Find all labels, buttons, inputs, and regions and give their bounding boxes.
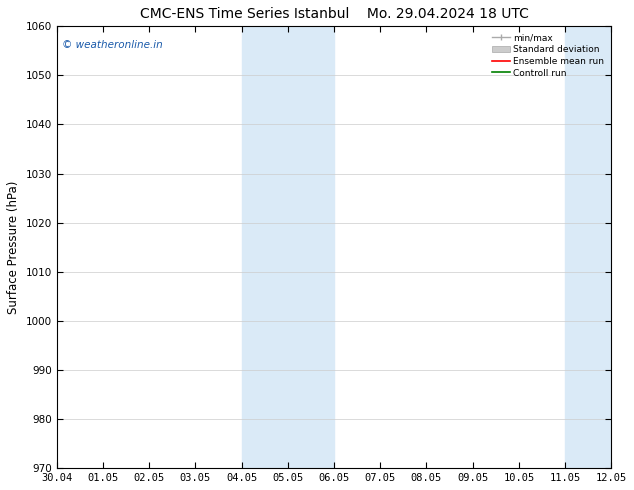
Title: CMC-ENS Time Series Istanbul    Mo. 29.04.2024 18 UTC: CMC-ENS Time Series Istanbul Mo. 29.04.2…	[139, 7, 529, 21]
Bar	[565, 26, 634, 468]
Y-axis label: Surface Pressure (hPa): Surface Pressure (hPa)	[7, 180, 20, 314]
Bar	[242, 26, 334, 468]
Legend: min/max, Standard deviation, Ensemble mean run, Controll run: min/max, Standard deviation, Ensemble me…	[489, 31, 607, 80]
Text: © weatheronline.in: © weatheronline.in	[62, 40, 163, 49]
